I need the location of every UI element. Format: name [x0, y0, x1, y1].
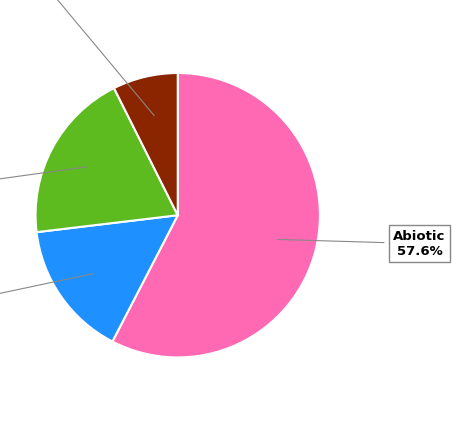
Text: Several roles
7.4%: Several roles 7.4%: [0, 0, 154, 116]
Wedge shape: [114, 73, 178, 215]
Text: Abiotic
57.6%: Abiotic 57.6%: [277, 230, 446, 258]
Wedge shape: [36, 215, 178, 341]
Wedge shape: [112, 73, 320, 357]
Text: Growth
19.5%: Growth 19.5%: [0, 167, 88, 211]
Wedge shape: [36, 88, 178, 232]
Text: Biotic
15.5%: Biotic 15.5%: [0, 273, 94, 336]
